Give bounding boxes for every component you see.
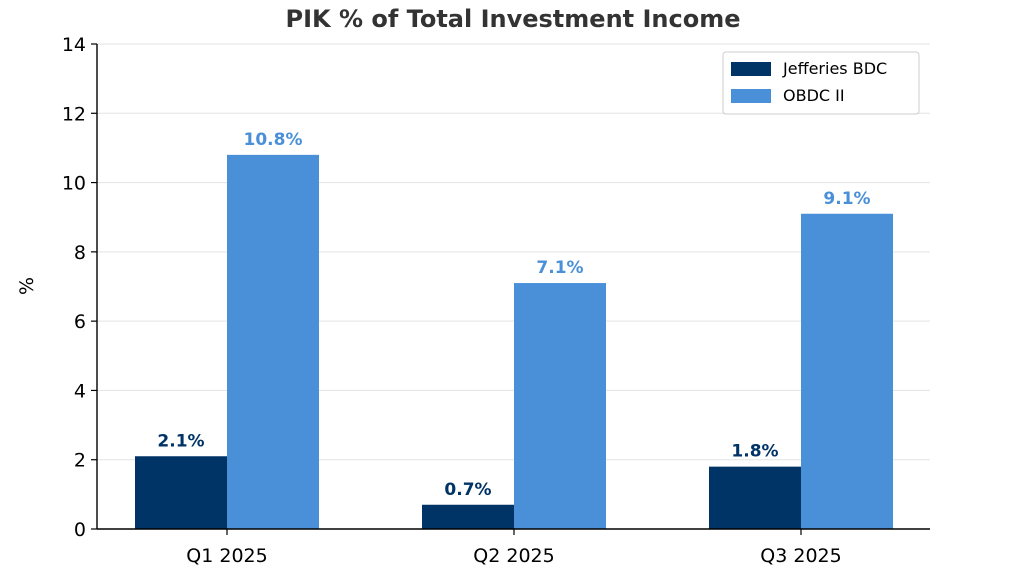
- x-axis-ticks: Q1 2025 Q2 2025 Q3 2025: [186, 529, 842, 567]
- legend-label: Jefferies BDC: [782, 59, 887, 78]
- y-tick-label: 10: [62, 173, 86, 195]
- data-label: 7.1%: [536, 258, 583, 278]
- bar-jefferies-bdc-1: [135, 456, 227, 529]
- bar-jefferies-bdc-2: [422, 504, 514, 529]
- data-labels: 2.1% 10.8% 0.7% 7.1% 1.8% 9.1%: [157, 130, 870, 500]
- x-tick-label: Q2 2025: [473, 545, 554, 567]
- y-axis-label: %: [16, 277, 38, 295]
- legend-box: [722, 51, 920, 115]
- y-axis-ticks: 0 2 4 6 8 10 12 14: [62, 34, 97, 541]
- bar-obdc-ii-1: [227, 154, 319, 529]
- y-tick-label: 2: [74, 450, 86, 472]
- y-tick-label: 12: [62, 103, 86, 125]
- legend-swatch: [731, 62, 771, 76]
- y-tick-label: 6: [74, 311, 86, 333]
- y-tick-label: 14: [62, 34, 86, 56]
- x-tick-label: Q1 2025: [186, 545, 267, 567]
- data-label: 9.1%: [823, 189, 870, 209]
- data-label: 2.1%: [157, 431, 204, 451]
- y-tick-label: 0: [74, 519, 86, 541]
- legend[interactable]: Jefferies BDC OBDC II: [722, 51, 920, 115]
- bar-obdc-ii-3: [801, 213, 893, 529]
- data-label: 1.8%: [731, 442, 778, 462]
- legend-label: OBDC II: [783, 86, 845, 105]
- legend-swatch: [731, 89, 771, 103]
- data-label: 0.7%: [444, 480, 491, 500]
- y-tick-label: 8: [74, 242, 86, 264]
- bar-jefferies-bdc-3: [709, 466, 801, 529]
- chart-title: PIK % of Total Investment Income: [286, 5, 741, 33]
- x-tick-label: Q3 2025: [760, 545, 841, 567]
- bar-obdc-ii-2: [514, 283, 606, 529]
- bars: [135, 154, 893, 529]
- data-label: 10.8%: [244, 130, 303, 150]
- y-tick-label: 4: [74, 380, 86, 402]
